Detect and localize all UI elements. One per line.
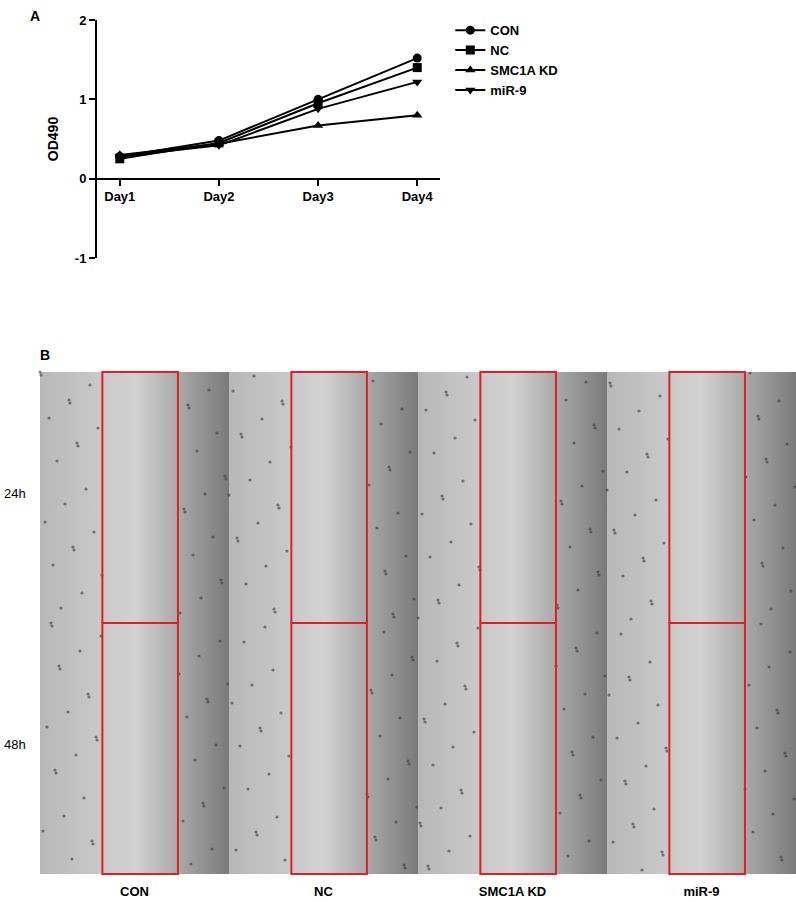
svg-text:1: 1 (79, 92, 86, 107)
svg-text:CON: CON (490, 23, 519, 38)
svg-text:0: 0 (79, 171, 86, 186)
svg-text:SMC1A KD: SMC1A KD (490, 63, 557, 78)
svg-text:Day4: Day4 (402, 189, 434, 204)
svg-text:Day2: Day2 (203, 189, 234, 204)
svg-text:SMC1A KD: SMC1A KD (479, 884, 546, 899)
svg-text:A: A (30, 8, 40, 24)
svg-text:NC: NC (314, 884, 333, 899)
svg-text:-1: -1 (75, 251, 87, 266)
svg-text:miR-9: miR-9 (683, 884, 719, 899)
svg-text:Day1: Day1 (104, 189, 135, 204)
svg-text:NC: NC (490, 43, 509, 58)
svg-text:miR-9: miR-9 (490, 83, 526, 98)
svg-text:2: 2 (79, 13, 86, 28)
svg-text:B: B (40, 347, 50, 363)
svg-text:OD490: OD490 (45, 117, 61, 162)
svg-text:Day3: Day3 (303, 189, 334, 204)
svg-text:24h: 24h (4, 486, 26, 501)
svg-text:CON: CON (120, 884, 149, 899)
svg-text:48h: 48h (4, 737, 26, 752)
